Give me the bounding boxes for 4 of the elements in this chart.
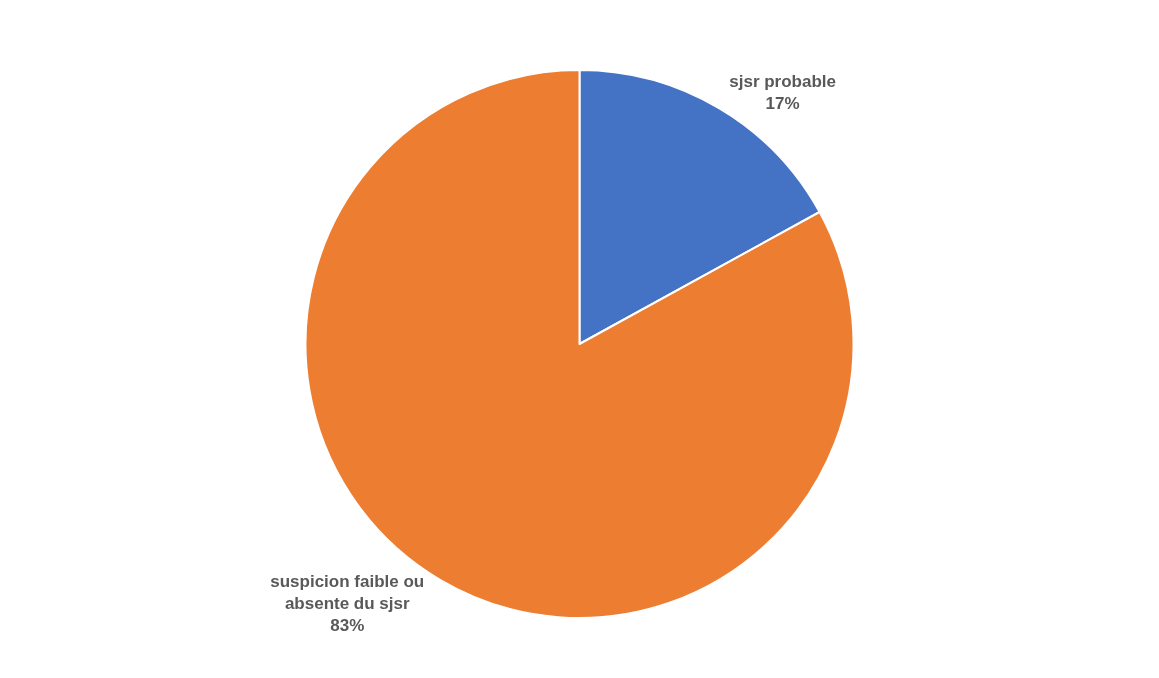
slice-label: suspicion faible ou absente du sjsr [270, 571, 425, 613]
slice-label: sjsr probable [729, 72, 837, 92]
data-label: 17% [765, 94, 800, 114]
data-label: 83% [330, 615, 365, 635]
